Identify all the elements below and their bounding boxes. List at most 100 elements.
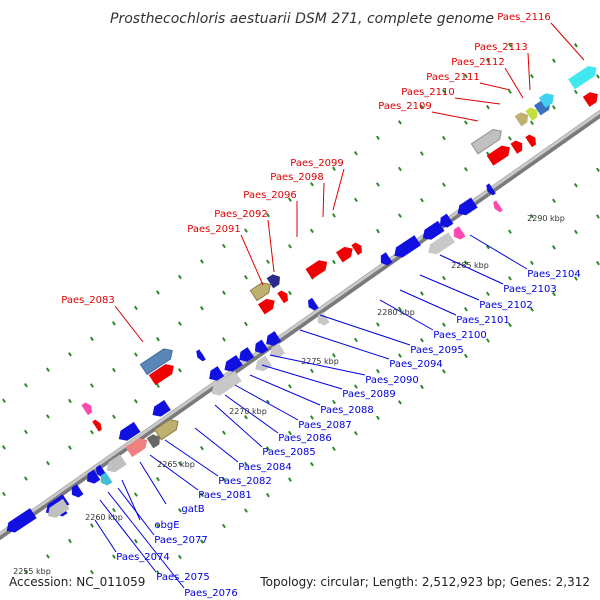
forward-gene-label[interactable]: Paes_2112: [451, 57, 505, 68]
forward-gene-arrow[interactable]: [525, 105, 541, 121]
forward-gene-label[interactable]: Paes_2111: [426, 72, 480, 83]
reverse-gene-arrow[interactable]: [263, 331, 282, 349]
forward-gene-arrow[interactable]: [351, 241, 364, 256]
forward-gene-label[interactable]: Paes_2083: [61, 295, 115, 306]
reverse-gene-label[interactable]: Paes_2102: [479, 300, 533, 311]
reverse-gene-label[interactable]: Paes_2094: [389, 359, 443, 370]
reverse-gene-label[interactable]: Paes_2082: [218, 476, 272, 487]
forward-gene-arrow[interactable]: [146, 432, 164, 449]
forward-gene-label[interactable]: Paes_2109: [378, 101, 432, 112]
reverse-gene-arrow[interactable]: [69, 484, 84, 500]
reverse-gene-label[interactable]: Paes_2104: [527, 269, 581, 280]
grid-dot: [200, 445, 204, 451]
reverse-gene-label[interactable]: obgE: [154, 520, 179, 531]
forward-gene-label[interactable]: Paes_2113: [474, 42, 528, 53]
reverse-gene-arrow[interactable]: [451, 226, 466, 242]
reverse-gene-arrow[interactable]: [437, 213, 454, 231]
forward-label-leader: [431, 111, 479, 122]
reverse-label-leader: [439, 254, 504, 285]
grid-dot: [68, 352, 72, 357]
reverse-gene-label[interactable]: Paes_2090: [365, 375, 419, 386]
reverse-gene-label[interactable]: Paes_2086: [278, 433, 332, 444]
reverse-gene-label[interactable]: Paes_2084: [238, 462, 292, 473]
forward-gene-arrow[interactable]: [258, 296, 278, 315]
reverse-gene-arrow[interactable]: [491, 200, 503, 213]
reverse-gene-label[interactable]: Paes_2089: [342, 389, 396, 400]
forward-gene-arrow[interactable]: [148, 361, 177, 386]
forward-gene-arrow[interactable]: [153, 416, 182, 441]
forward-gene-arrow[interactable]: [514, 110, 532, 127]
forward-gene-label[interactable]: Paes_2096: [243, 190, 297, 201]
forward-gene-label[interactable]: Paes_2091: [187, 224, 241, 235]
forward-gene-label[interactable]: Paes_2098: [270, 172, 324, 183]
forward-gene-arrow[interactable]: [125, 435, 151, 458]
reverse-gene-arrow[interactable]: [305, 297, 319, 312]
reverse-gene-arrow[interactable]: [454, 197, 478, 218]
grid-dot: [530, 307, 534, 312]
reverse-gene-label[interactable]: Paes_2088: [320, 405, 374, 416]
forward-gene-arrow[interactable]: [277, 289, 290, 304]
forward-gene-arrow[interactable]: [525, 133, 538, 148]
reverse-gene-label[interactable]: Paes_2081: [198, 490, 252, 501]
reverse-gene-label[interactable]: Paes_2074: [116, 552, 170, 563]
forward-gene-arrow[interactable]: [568, 63, 600, 90]
reverse-gene-arrow[interactable]: [236, 347, 255, 365]
forward-gene-arrow[interactable]: [336, 244, 356, 263]
reverse-gene-arrow[interactable]: [206, 366, 225, 384]
grid-dot: [310, 461, 314, 467]
reverse-gene-arrow[interactable]: [420, 220, 445, 243]
forward-gene-arrow[interactable]: [486, 142, 514, 166]
forward-gene-label[interactable]: Paes_2099: [290, 158, 344, 169]
forward-gene-arrow[interactable]: [81, 401, 94, 416]
reverse-gene-label[interactable]: Paes_2076: [184, 588, 238, 599]
reverse-gene-label[interactable]: Paes_2101: [456, 315, 510, 326]
forward-gene-arrow[interactable]: [92, 418, 104, 432]
grid-dot: [111, 554, 116, 559]
reverse-gene-label[interactable]: Paes_2100: [433, 330, 487, 341]
reverse-gene-label[interactable]: Paes_2103: [503, 284, 557, 295]
reverse-gene-label[interactable]: Paes_2095: [410, 345, 464, 356]
reverse-gene-arrow[interactable]: [425, 232, 455, 257]
forward-gene-label[interactable]: Paes_2116: [497, 12, 551, 23]
map-title: Prosthecochloris aestuarii DSM 271, comp…: [110, 11, 494, 27]
reverse-gene-arrow[interactable]: [194, 349, 206, 362]
grid-dot: [90, 383, 94, 388]
reverse-gene-arrow[interactable]: [149, 400, 171, 420]
reverse-gene-arrow[interactable]: [221, 355, 243, 375]
reverse-gene-arrow[interactable]: [103, 454, 127, 475]
forward-gene-arrow[interactable]: [139, 346, 176, 376]
forward-gene-label[interactable]: Paes_2110: [401, 87, 455, 98]
reverse-gene-label[interactable]: gatB: [181, 504, 204, 515]
reverse-gene-arrow[interactable]: [84, 469, 101, 487]
reverse-gene-arrow[interactable]: [45, 498, 70, 521]
grid-dot: [551, 198, 556, 203]
grid-dot: [112, 321, 116, 326]
grid-dot: [508, 89, 512, 94]
reverse-gene-arrow[interactable]: [3, 508, 37, 536]
forward-gene-arrow[interactable]: [582, 89, 600, 107]
topology-text: Topology: circular; Length: 2,512,923 bp…: [259, 575, 590, 589]
grid-dot: [90, 429, 94, 435]
reverse-label-leader: [194, 427, 239, 463]
reverse-gene-arrow[interactable]: [252, 339, 269, 357]
forward-gene-arrow[interactable]: [470, 126, 504, 155]
forward-gene-arrow[interactable]: [305, 257, 331, 280]
reverse-gene-label[interactable]: Paes_2075: [156, 572, 210, 583]
grid-dot: [463, 353, 468, 359]
reverse-gene-arrow[interactable]: [378, 252, 393, 268]
reverse-label-leader: [269, 354, 366, 376]
reverse-gene-arrow[interactable]: [98, 472, 113, 488]
forward-gene-arrow[interactable]: [510, 138, 526, 154]
reverse-gene-arrow[interactable]: [391, 235, 421, 260]
reverse-gene-arrow[interactable]: [484, 183, 496, 196]
forward-gene-arrow[interactable]: [538, 90, 557, 108]
reverse-gene-label[interactable]: Paes_2087: [298, 420, 352, 431]
forward-gene-label[interactable]: Paes_2092: [214, 209, 268, 220]
reverse-gene-arrow[interactable]: [116, 421, 141, 444]
forward-gene-arrow[interactable]: [266, 272, 284, 289]
reverse-gene-label[interactable]: Paes_2085: [262, 447, 316, 458]
reverse-gene-label[interactable]: Paes_2077: [154, 535, 208, 546]
reverse-gene-arrow[interactable]: [267, 343, 286, 361]
reverse-gene-arrow[interactable]: [208, 371, 242, 399]
forward-gene-arrow[interactable]: [249, 279, 273, 302]
